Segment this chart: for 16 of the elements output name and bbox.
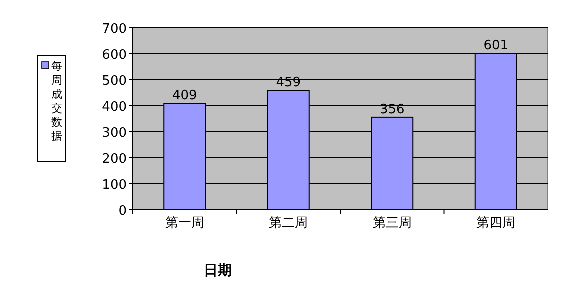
data-label: 409 bbox=[172, 88, 198, 104]
data-label: 601 bbox=[484, 38, 509, 54]
legend-label: 每周成交数据 bbox=[52, 60, 62, 143]
x-axis-title: 日期 bbox=[204, 263, 232, 279]
y-tick-label: 200 bbox=[102, 152, 127, 167]
x-tick-label: 第三周 bbox=[372, 216, 412, 231]
x-tick-label: 第一周 bbox=[165, 216, 204, 231]
y-tick-label: 700 bbox=[102, 22, 127, 37]
x-tick-label: 第二周 bbox=[269, 216, 308, 231]
y-tick-label: 0 bbox=[118, 204, 127, 219]
y-tick-label: 600 bbox=[102, 48, 127, 63]
y-tick-label: 300 bbox=[102, 126, 127, 141]
y-tick-label: 100 bbox=[102, 178, 127, 193]
y-tick-label: 400 bbox=[102, 100, 127, 115]
y-tick-label: 500 bbox=[102, 74, 127, 89]
x-tick-label: 第四周 bbox=[476, 216, 516, 231]
